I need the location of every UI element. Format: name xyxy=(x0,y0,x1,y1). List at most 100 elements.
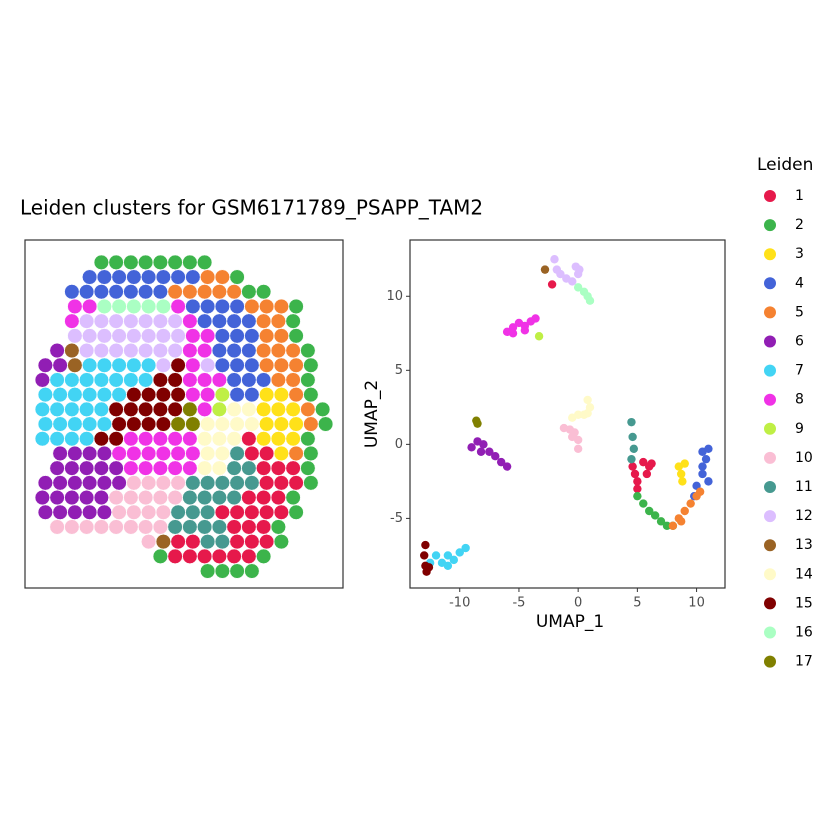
y-tick-label: 5 xyxy=(395,363,403,378)
spot xyxy=(96,387,112,403)
spot xyxy=(82,328,98,344)
spot xyxy=(270,372,286,388)
spot xyxy=(82,357,98,373)
umap-point xyxy=(455,548,464,557)
spot xyxy=(197,254,213,270)
legend-label: 17 xyxy=(795,654,813,670)
spot xyxy=(197,284,213,300)
umap-point xyxy=(686,499,695,508)
spot xyxy=(96,416,112,432)
spot xyxy=(79,490,95,506)
spot xyxy=(49,519,65,535)
spot xyxy=(226,519,242,535)
spot xyxy=(229,357,245,373)
spot xyxy=(52,416,68,432)
legend-swatch xyxy=(764,306,776,319)
umap-point xyxy=(628,462,637,471)
legend-label: 16 xyxy=(795,625,813,641)
spot xyxy=(126,445,142,462)
spot xyxy=(64,490,80,506)
umap-point xyxy=(573,435,583,445)
spot xyxy=(229,563,245,579)
spot xyxy=(197,548,213,564)
spot xyxy=(79,401,95,417)
spot xyxy=(241,372,257,388)
spot xyxy=(82,416,98,432)
spot xyxy=(211,343,227,359)
spot xyxy=(229,445,245,462)
spot xyxy=(64,313,80,329)
spot xyxy=(244,534,260,550)
spot xyxy=(197,401,213,417)
spot xyxy=(96,298,112,315)
spot xyxy=(185,475,201,491)
spot xyxy=(167,343,183,359)
spot xyxy=(141,357,157,373)
spot xyxy=(273,504,289,520)
umap-point xyxy=(701,454,711,464)
umap-point xyxy=(573,444,583,453)
spot xyxy=(155,328,171,344)
spot xyxy=(141,445,157,462)
spot xyxy=(273,445,289,462)
spot xyxy=(170,298,186,315)
spot xyxy=(152,490,168,506)
spot xyxy=(200,416,216,432)
spot xyxy=(185,504,201,520)
spot xyxy=(256,343,272,359)
spot xyxy=(211,431,227,447)
spot xyxy=(211,313,227,329)
legend-label: 4 xyxy=(795,275,804,291)
spot xyxy=(170,387,186,403)
legend-label: 13 xyxy=(795,537,813,553)
spot xyxy=(273,387,289,403)
spot xyxy=(229,328,245,344)
spot xyxy=(155,534,171,550)
spot xyxy=(259,328,275,344)
spot xyxy=(200,328,216,344)
spot xyxy=(108,372,124,388)
spot xyxy=(211,372,227,388)
spot xyxy=(200,563,216,579)
spot xyxy=(93,431,109,447)
spot xyxy=(241,313,257,329)
spot xyxy=(185,445,201,462)
legend-swatch xyxy=(764,510,776,523)
umap-point xyxy=(550,255,559,264)
spot xyxy=(197,460,213,476)
spot xyxy=(185,298,201,315)
spot xyxy=(79,313,95,329)
spot xyxy=(315,401,331,417)
legend-swatch xyxy=(764,451,776,464)
spot xyxy=(259,504,275,520)
spot xyxy=(214,534,230,550)
umap-point xyxy=(656,517,666,526)
spot xyxy=(138,519,154,535)
legend-label: 3 xyxy=(795,246,804,262)
spot xyxy=(214,328,230,344)
umap-point xyxy=(467,443,476,452)
spot xyxy=(288,387,304,403)
spot xyxy=(226,284,242,300)
spot xyxy=(108,401,124,417)
spot xyxy=(138,401,154,417)
spot xyxy=(211,548,227,564)
spot xyxy=(34,490,50,506)
spot xyxy=(270,313,286,329)
spot xyxy=(34,372,50,388)
spot xyxy=(197,313,213,329)
spot xyxy=(256,372,272,388)
umap-point xyxy=(645,462,654,471)
legend-title: Leiden xyxy=(757,155,813,175)
spot xyxy=(303,445,319,462)
spot xyxy=(123,460,139,476)
spot xyxy=(37,504,53,520)
spot xyxy=(273,534,289,550)
spot xyxy=(285,401,301,417)
spot xyxy=(229,269,245,285)
spot xyxy=(214,475,230,491)
legend-swatch xyxy=(764,248,776,261)
spot xyxy=(138,284,154,300)
spot xyxy=(182,313,198,329)
legend-swatch xyxy=(764,364,776,377)
